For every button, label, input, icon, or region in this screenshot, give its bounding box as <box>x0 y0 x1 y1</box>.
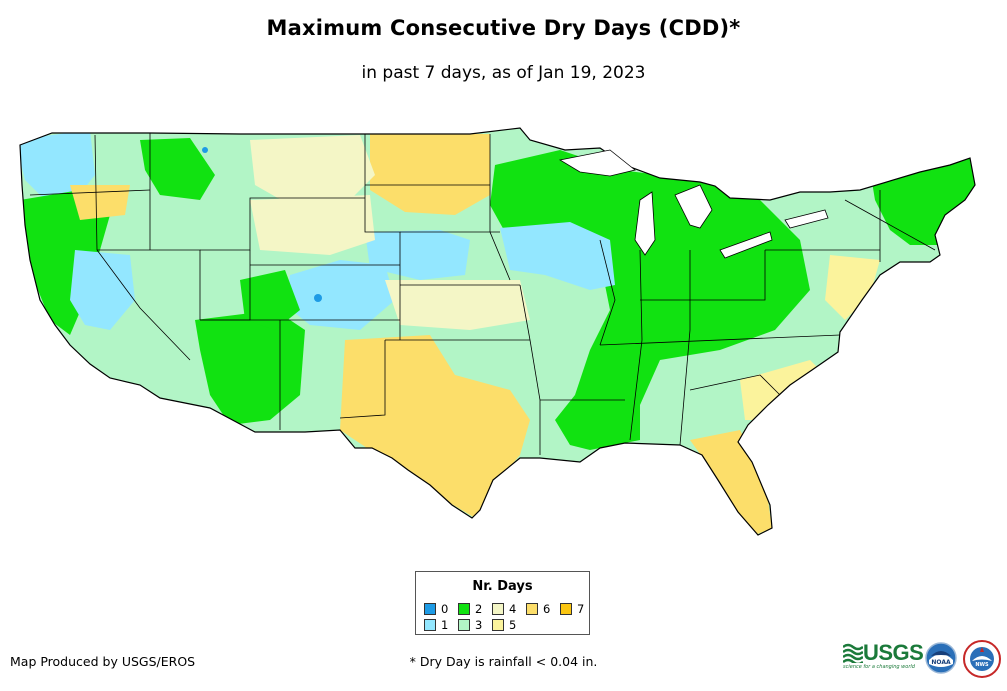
usgs-tagline: science for a changing world <box>843 664 915 670</box>
legend-label-7: 7 <box>577 602 585 616</box>
legend-swatch-4 <box>492 603 504 615</box>
legend-swatch-5 <box>492 619 504 631</box>
legend-item-5: 5 <box>492 618 516 632</box>
region-midatlantic-yellow <box>825 255 880 320</box>
region-florida-yellow <box>690 430 772 535</box>
legend-item-1: 1 <box>424 618 448 632</box>
legend-label-5: 5 <box>509 618 517 632</box>
legend-swatch-1 <box>424 619 436 631</box>
state-borders <box>29 133 936 455</box>
us-outline <box>19 127 976 536</box>
legend-item-4: 4 <box>492 602 516 616</box>
legend-swatch-7 <box>560 603 572 615</box>
usgs-wave-icon <box>843 643 863 663</box>
region-colorado-blue <box>285 260 395 330</box>
great-lakes <box>558 149 829 259</box>
legend-item-6: 6 <box>526 602 550 616</box>
legend-label-3: 3 <box>475 618 483 632</box>
noaa-logo-icon: NOAA <box>925 642 957 674</box>
region-rockies-green <box>240 270 300 330</box>
spot-zero-days-utah <box>314 294 322 302</box>
region-northern-plains-yellow <box>370 134 490 215</box>
legend-item-0: 0 <box>424 602 448 616</box>
legend: Nr. Days 0 1 2 3 4 5 6 7 <box>415 571 590 635</box>
lake-superior <box>558 149 636 177</box>
legend-title: Nr. Days <box>472 579 533 594</box>
legend-label-1: 1 <box>441 618 449 632</box>
spot-zero-days-idaho <box>202 147 208 153</box>
legend-label-2: 2 <box>475 602 483 616</box>
region-montana-pale <box>250 135 375 205</box>
region-dakota-pale <box>250 195 375 255</box>
region-southwest-green <box>195 310 305 425</box>
region-upper-midwest-blue <box>500 222 615 290</box>
lake-erie <box>719 231 773 259</box>
region-west-coast-green <box>20 190 110 335</box>
lake-huron <box>674 184 713 229</box>
nws-logo-icon: NWS <box>963 640 1001 678</box>
region-texas-yellow <box>340 335 530 518</box>
lake-ontario <box>784 209 829 229</box>
legend-item-2: 2 <box>458 602 482 616</box>
legend-label-6: 6 <box>543 602 551 616</box>
legend-swatch-2 <box>458 603 470 615</box>
legend-label-4: 4 <box>509 602 517 616</box>
region-pacific-nw-blue <box>20 130 95 200</box>
map-subtitle: in past 7 days, as of Jan 19, 2023 <box>361 63 646 83</box>
region-kansas-pale <box>385 280 530 330</box>
region-iowa-blue <box>365 230 470 280</box>
dry-day-footnote: * Dry Day is rainfall < 0.04 in. <box>409 654 598 669</box>
lake-michigan <box>634 191 656 256</box>
map-title: Maximum Consecutive Dry Days (CDD)* <box>266 16 741 40</box>
region-nevada-blue <box>70 250 135 330</box>
legend-swatch-0 <box>424 603 436 615</box>
legend-item-3: 3 <box>458 618 482 632</box>
legend-label-0: 0 <box>441 602 449 616</box>
svg-text:NWS: NWS <box>975 662 989 668</box>
legend-item-7: 7 <box>560 602 584 616</box>
region-oregon-yellow <box>70 185 130 220</box>
region-idaho-green <box>140 138 215 200</box>
map-credit: Map Produced by USGS/EROS <box>10 654 196 669</box>
us-dry-days-map <box>19 127 976 536</box>
legend-swatch-6 <box>526 603 538 615</box>
usgs-wordmark: USGS <box>863 640 924 665</box>
usgs-logo: USGS science for a changing world <box>843 640 924 670</box>
legend-swatch-3 <box>458 619 470 631</box>
svg-text:NOAA: NOAA <box>931 659 951 666</box>
